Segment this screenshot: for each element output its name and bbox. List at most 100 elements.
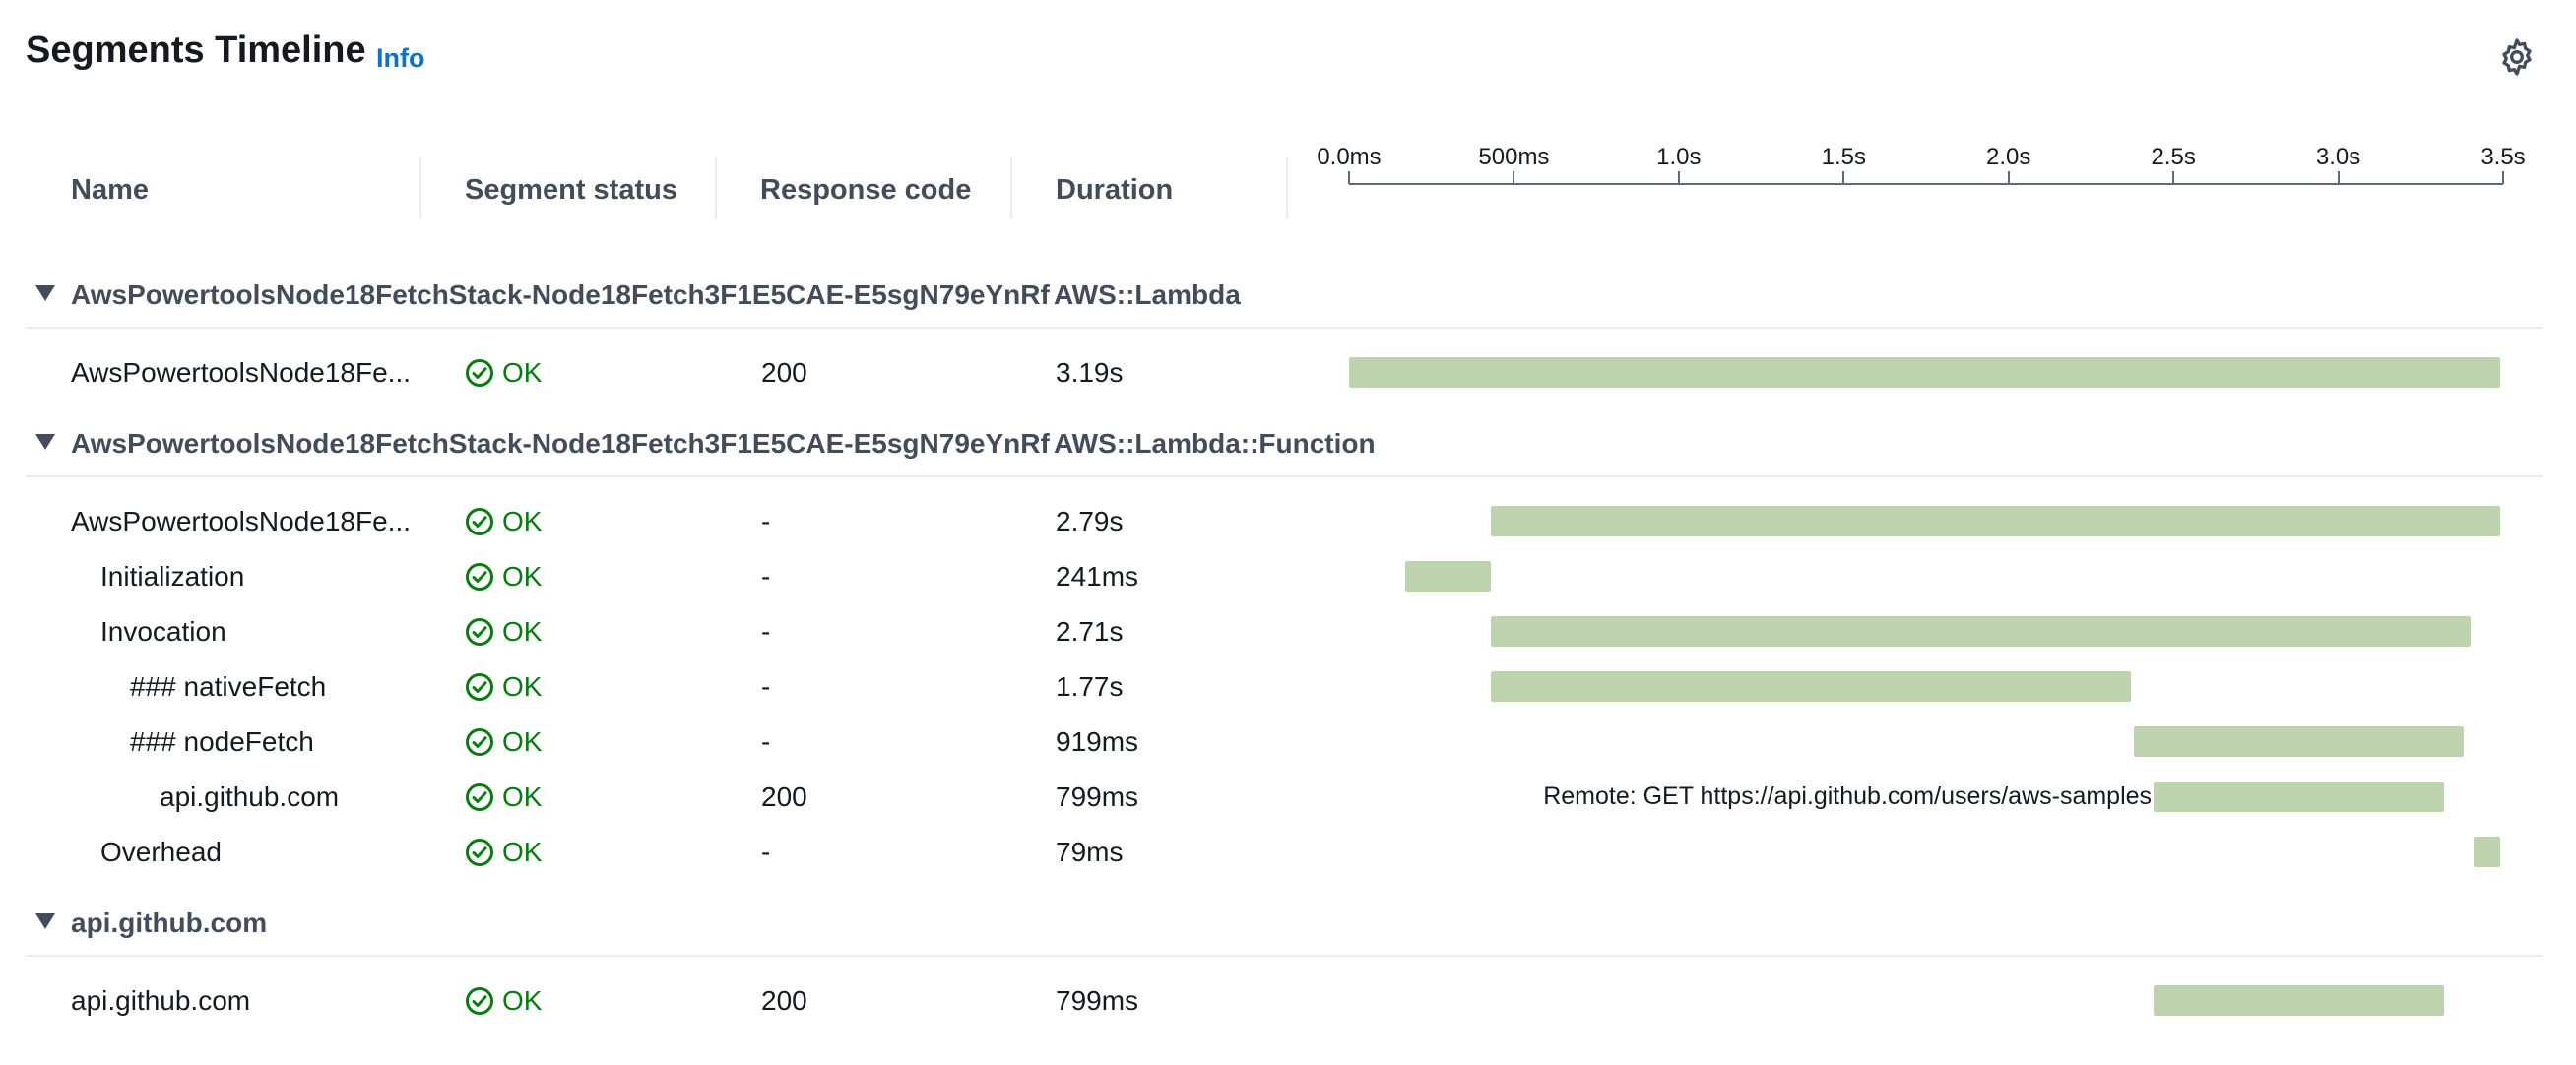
segment-row[interactable]: ### nodeFetch OK - 919ms [26, 715, 2543, 768]
timeline-bar[interactable] [2154, 985, 2444, 1016]
segment-group-header: AwsPowertoolsNode18FetchStack-Node18Fetc… [26, 420, 2543, 470]
column-header-status[interactable]: Segment status [465, 174, 677, 206]
status-text: OK [502, 726, 543, 757]
segment-duration: 3.19s [1056, 357, 1124, 388]
segment-status: OK [465, 782, 542, 813]
axis-tick [1677, 171, 1680, 184]
group-divider [26, 327, 2543, 329]
column-resizer[interactable] [419, 157, 421, 219]
status-ok-icon [466, 783, 493, 811]
timeline-bar[interactable] [1490, 671, 2131, 702]
group-divider [26, 475, 2543, 477]
status-ok-icon [466, 987, 493, 1015]
timeline-bar[interactable] [2133, 726, 2464, 757]
column-header-duration[interactable]: Duration [1056, 174, 1174, 206]
group-type: AWS::Lambda::Function [1054, 428, 1376, 459]
timeline-bar[interactable] [1490, 616, 2471, 647]
collapse-caret-icon[interactable] [35, 434, 55, 450]
collapse-caret-icon[interactable] [35, 285, 55, 301]
timeline-bar[interactable] [1490, 506, 2500, 536]
segment-name: Overhead [100, 837, 222, 867]
segment-duration: 919ms [1056, 726, 1139, 757]
collapse-caret-icon[interactable] [35, 913, 55, 929]
segment-row[interactable]: ### nativeFetch OK - 1.77s [26, 659, 2543, 713]
segment-row[interactable]: Invocation OK - 2.71s [26, 604, 2543, 658]
group-type: AWS::Lambda [1054, 280, 1241, 310]
axis-tick-label: 3.0s [2315, 144, 2361, 170]
status-text: OK [502, 671, 543, 702]
axis-tick [2337, 171, 2340, 184]
response-code: - [761, 671, 771, 702]
response-code: 200 [761, 782, 807, 812]
segment-duration: 799ms [1056, 782, 1139, 812]
segment-name: ### nativeFetch [130, 671, 327, 702]
segment-duration: 241ms [1056, 561, 1139, 592]
segment-name: AwsPowertoolsNode18Fe... [71, 506, 411, 536]
segment-status: OK [465, 616, 542, 648]
info-link[interactable]: Info [376, 43, 425, 73]
column-resizer[interactable] [715, 157, 717, 219]
axis-tick-label: 2.0s [1986, 144, 2031, 170]
response-code: 200 [761, 985, 807, 1016]
segment-row[interactable]: Initialization OK - 241ms [26, 549, 2543, 602]
segment-group-header: api.github.com [26, 900, 2543, 949]
segment-name: AwsPowertoolsNode18Fe... [71, 357, 411, 388]
segment-duration: 2.71s [1056, 616, 1124, 647]
axis-tick [1348, 171, 1350, 184]
segment-row[interactable]: AwsPowertoolsNode18Fe... OK - 2.79s [26, 494, 2543, 547]
column-resizer[interactable] [1010, 157, 1012, 219]
segment-status: OK [465, 561, 542, 593]
axis-tick [2172, 171, 2175, 184]
column-header-response-code[interactable]: Response code [760, 174, 972, 206]
status-text: OK [502, 357, 543, 388]
status-text: OK [502, 561, 543, 592]
segment-duration: 799ms [1056, 985, 1139, 1016]
column-resizer[interactable] [1286, 157, 1288, 219]
segment-name: api.github.com [160, 782, 340, 812]
status-ok-icon [466, 618, 493, 646]
response-code: - [761, 726, 771, 757]
segment-name: Initialization [100, 561, 245, 592]
segment-status: OK [465, 357, 542, 389]
axis-tick-label: 2.5s [2151, 144, 2196, 170]
segment-name: api.github.com [71, 985, 251, 1016]
response-code: 200 [761, 357, 807, 388]
timeline-bar[interactable] [1349, 357, 2500, 388]
segment-row[interactable]: api.github.com OK 200 799ms Remote: GET http… [26, 770, 2543, 823]
segment-status: OK [465, 671, 542, 703]
group-name: api.github.com [71, 908, 268, 938]
timeline-bar[interactable] [1404, 561, 1491, 592]
segment-status: OK [465, 985, 542, 1017]
status-ok-icon [466, 728, 493, 756]
status-text: OK [502, 985, 543, 1016]
status-text: OK [502, 782, 543, 812]
status-ok-icon [466, 508, 493, 535]
segment-status: OK [465, 506, 542, 537]
segment-name: ### nodeFetch [130, 726, 314, 757]
segment-row[interactable]: Overhead OK - 79ms [26, 825, 2543, 878]
segment-duration: 79ms [1056, 837, 1124, 867]
segment-status: OK [465, 837, 542, 868]
segment-row[interactable]: api.github.com OK 200 799ms [26, 973, 2543, 1027]
status-ok-icon [466, 563, 493, 591]
axis-tick-label: 1.5s [1821, 144, 1866, 170]
segment-row[interactable]: AwsPowertoolsNode18Fe... OK 200 3.19s [26, 345, 2543, 399]
segment-duration: 2.79s [1056, 506, 1124, 536]
settings-gear-icon[interactable] [2497, 37, 2537, 77]
axis-line [1349, 183, 2503, 185]
response-code: - [761, 561, 771, 592]
status-ok-icon [466, 359, 493, 387]
axis-tick-label: 3.5s [2480, 144, 2526, 170]
response-code: - [761, 506, 771, 536]
status-text: OK [502, 837, 543, 867]
page-title: Segments Timeline [26, 30, 366, 71]
timeline-bar[interactable] [2473, 837, 2500, 867]
response-code: - [761, 616, 771, 647]
axis-tick [2502, 171, 2504, 184]
axis-tick [1842, 171, 1845, 184]
segment-duration: 1.77s [1056, 671, 1124, 702]
timeline-bar[interactable] [2154, 782, 2444, 812]
axis-tick-label: 1.0s [1656, 144, 1702, 170]
column-header-name[interactable]: Name [71, 174, 149, 206]
